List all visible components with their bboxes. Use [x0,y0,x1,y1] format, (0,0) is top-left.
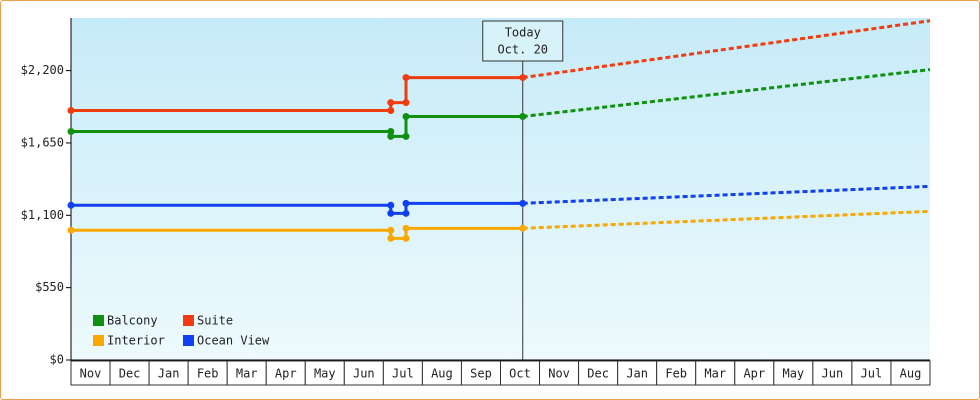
forecast-line [522,19,931,80]
legend-label: Balcony [107,314,158,328]
series-line [71,226,523,240]
month-cell [695,360,736,386]
x-tick-label: Feb [197,367,219,381]
forecast-line [522,209,931,230]
forecast-line [522,68,931,119]
series-line [71,76,523,112]
point [387,132,395,140]
legend-swatch [183,315,194,326]
point [67,128,75,136]
x-tick-label: May [314,367,336,381]
point [402,132,410,140]
plot-area [71,18,930,360]
series-line [71,115,523,138]
x-tick-label: Oct [509,367,531,381]
x-tick-label: Feb [665,367,687,381]
x-tick-label: Jul [392,367,414,381]
y-tick-label: $1,100 [21,208,64,222]
point [387,99,395,107]
month-cell [226,360,267,386]
x-tick-label: Apr [275,367,297,381]
point [67,201,75,209]
legend-swatch [93,315,104,326]
point [519,199,527,207]
x-tick-label: Apr [743,367,765,381]
x-tick-label: Sep [470,367,492,381]
month-cell [265,360,306,386]
point [402,99,410,107]
point [387,226,395,234]
point [402,199,410,207]
point [67,106,75,114]
forecast-line [522,184,931,205]
x-tick-label: Dec [587,367,609,381]
y-tick-label: $0 [50,353,64,367]
y-tick-label: $2,200 [21,63,64,77]
x-tick-label: Jan [158,367,180,381]
x-tick-label: Mar [704,367,726,381]
month-cell [70,360,111,386]
point [387,209,395,217]
point [402,234,410,242]
point [387,128,395,136]
x-tick-label: Jun [822,367,844,381]
month-cell [578,360,619,386]
month-cell [421,360,462,386]
month-cell [890,360,931,386]
point [402,224,410,232]
point [387,201,395,209]
month-cell [304,360,345,386]
legend-swatch [93,335,104,346]
point [67,226,75,234]
today-label: Today [505,26,541,40]
x-tick-label: Nov [548,367,570,381]
legend-swatch [183,335,194,346]
legend-label: Ocean View [197,334,270,348]
month-cell [187,360,228,386]
month-cell [734,360,775,386]
month-cell [460,360,502,386]
month-cell [539,360,580,386]
x-tick-label: Jan [626,367,648,381]
x-tick-label: Aug [431,367,453,381]
point [402,113,410,121]
today-box [482,20,564,62]
x-tick-label: Jun [353,367,375,381]
x-tick-label: Aug [900,367,922,381]
legend-label: Interior [107,334,165,348]
x-tick-label: Dec [119,367,141,381]
x-tick-label: Nov [80,367,102,381]
month-cell [382,360,423,386]
series-line [71,201,523,215]
legend-label: Suite [197,314,233,328]
point [402,74,410,82]
point [402,209,410,217]
x-tick-label: Mar [236,367,258,381]
x-tick-label: May [782,367,804,381]
y-tick-label: $550 [35,280,64,294]
y-tick-label: $1,650 [21,135,64,149]
point [387,234,395,242]
point [387,106,395,114]
point [519,74,527,82]
month-cell [500,360,541,386]
point [519,224,527,232]
x-tick-label: Jul [861,367,883,381]
month-cell [343,360,384,386]
point [519,113,527,121]
today-label: Oct. 20 [497,43,548,57]
